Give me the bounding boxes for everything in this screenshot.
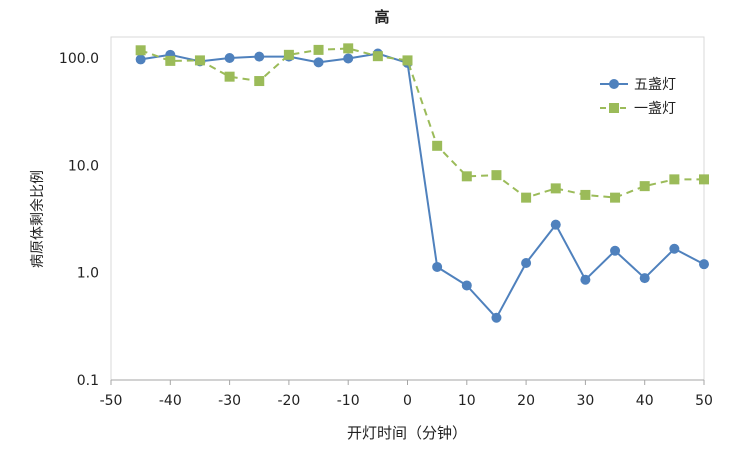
- x-tick-label: 50: [695, 393, 713, 409]
- data-point: [669, 174, 680, 185]
- data-point: [461, 171, 472, 182]
- x-tick-label: 30: [576, 393, 594, 409]
- data-point: [699, 259, 709, 270]
- data-point: [432, 261, 443, 272]
- y-tick-label: 100.0: [59, 51, 99, 67]
- data-point: [521, 192, 532, 203]
- data-point: [669, 243, 680, 254]
- legend-label: 五盏灯: [634, 77, 676, 93]
- data-point: [610, 245, 621, 256]
- data-point: [639, 273, 650, 284]
- data-point: [461, 280, 472, 291]
- data-point: [135, 45, 146, 56]
- data-point: [580, 274, 591, 285]
- data-point: [343, 43, 354, 54]
- x-tick-label: -40: [159, 393, 182, 409]
- data-point: [372, 51, 383, 62]
- y-tick-label: 0.1: [77, 373, 99, 389]
- x-tick-label: -30: [218, 393, 241, 409]
- chart-title: 高: [374, 8, 389, 26]
- y-tick-label: 10.0: [68, 158, 99, 174]
- data-point: [639, 181, 650, 192]
- data-point: [313, 57, 324, 68]
- data-point: [224, 53, 235, 63]
- data-point: [402, 55, 413, 66]
- data-point: [491, 170, 502, 181]
- data-point: [224, 71, 235, 82]
- data-point: [699, 174, 709, 185]
- data-point: [521, 258, 532, 269]
- data-point: [580, 189, 591, 200]
- data-point: [550, 183, 561, 194]
- x-tick-label: -50: [100, 393, 123, 409]
- data-point: [283, 49, 294, 60]
- data-point: [550, 219, 561, 230]
- x-tick-label: -20: [277, 393, 300, 409]
- legend-marker: [609, 103, 619, 113]
- data-point: [165, 55, 176, 66]
- series-line-2: [140, 47, 704, 199]
- x-tick-label: 20: [517, 393, 535, 409]
- data-point: [343, 53, 354, 64]
- series-line-1: [140, 52, 705, 319]
- legend-marker: [609, 79, 619, 89]
- y-tick-label: 1.0: [77, 266, 99, 282]
- x-tick-label: 40: [636, 393, 654, 409]
- data-point: [194, 55, 205, 66]
- data-point: [135, 54, 146, 65]
- data-point: [491, 312, 502, 323]
- data-point: [432, 140, 443, 151]
- legend-label: 一盏灯: [634, 101, 676, 117]
- x-tick-label: -10: [337, 393, 360, 409]
- x-axis-label: 开灯时间（分钟）: [347, 424, 467, 442]
- data-point: [610, 192, 621, 203]
- y-axis-label: 病原体剩余比例: [29, 170, 46, 268]
- x-tick-label: 10: [458, 393, 476, 409]
- data-point: [254, 76, 265, 87]
- plot-area: -50 -40 -30 -20 -10 0 10 20 30 40 50 0.1 1.0 10.0 100.…: [59, 36, 713, 409]
- x-tick-label: 0: [403, 393, 412, 409]
- data-point: [313, 44, 324, 55]
- data-point: [254, 51, 265, 62]
